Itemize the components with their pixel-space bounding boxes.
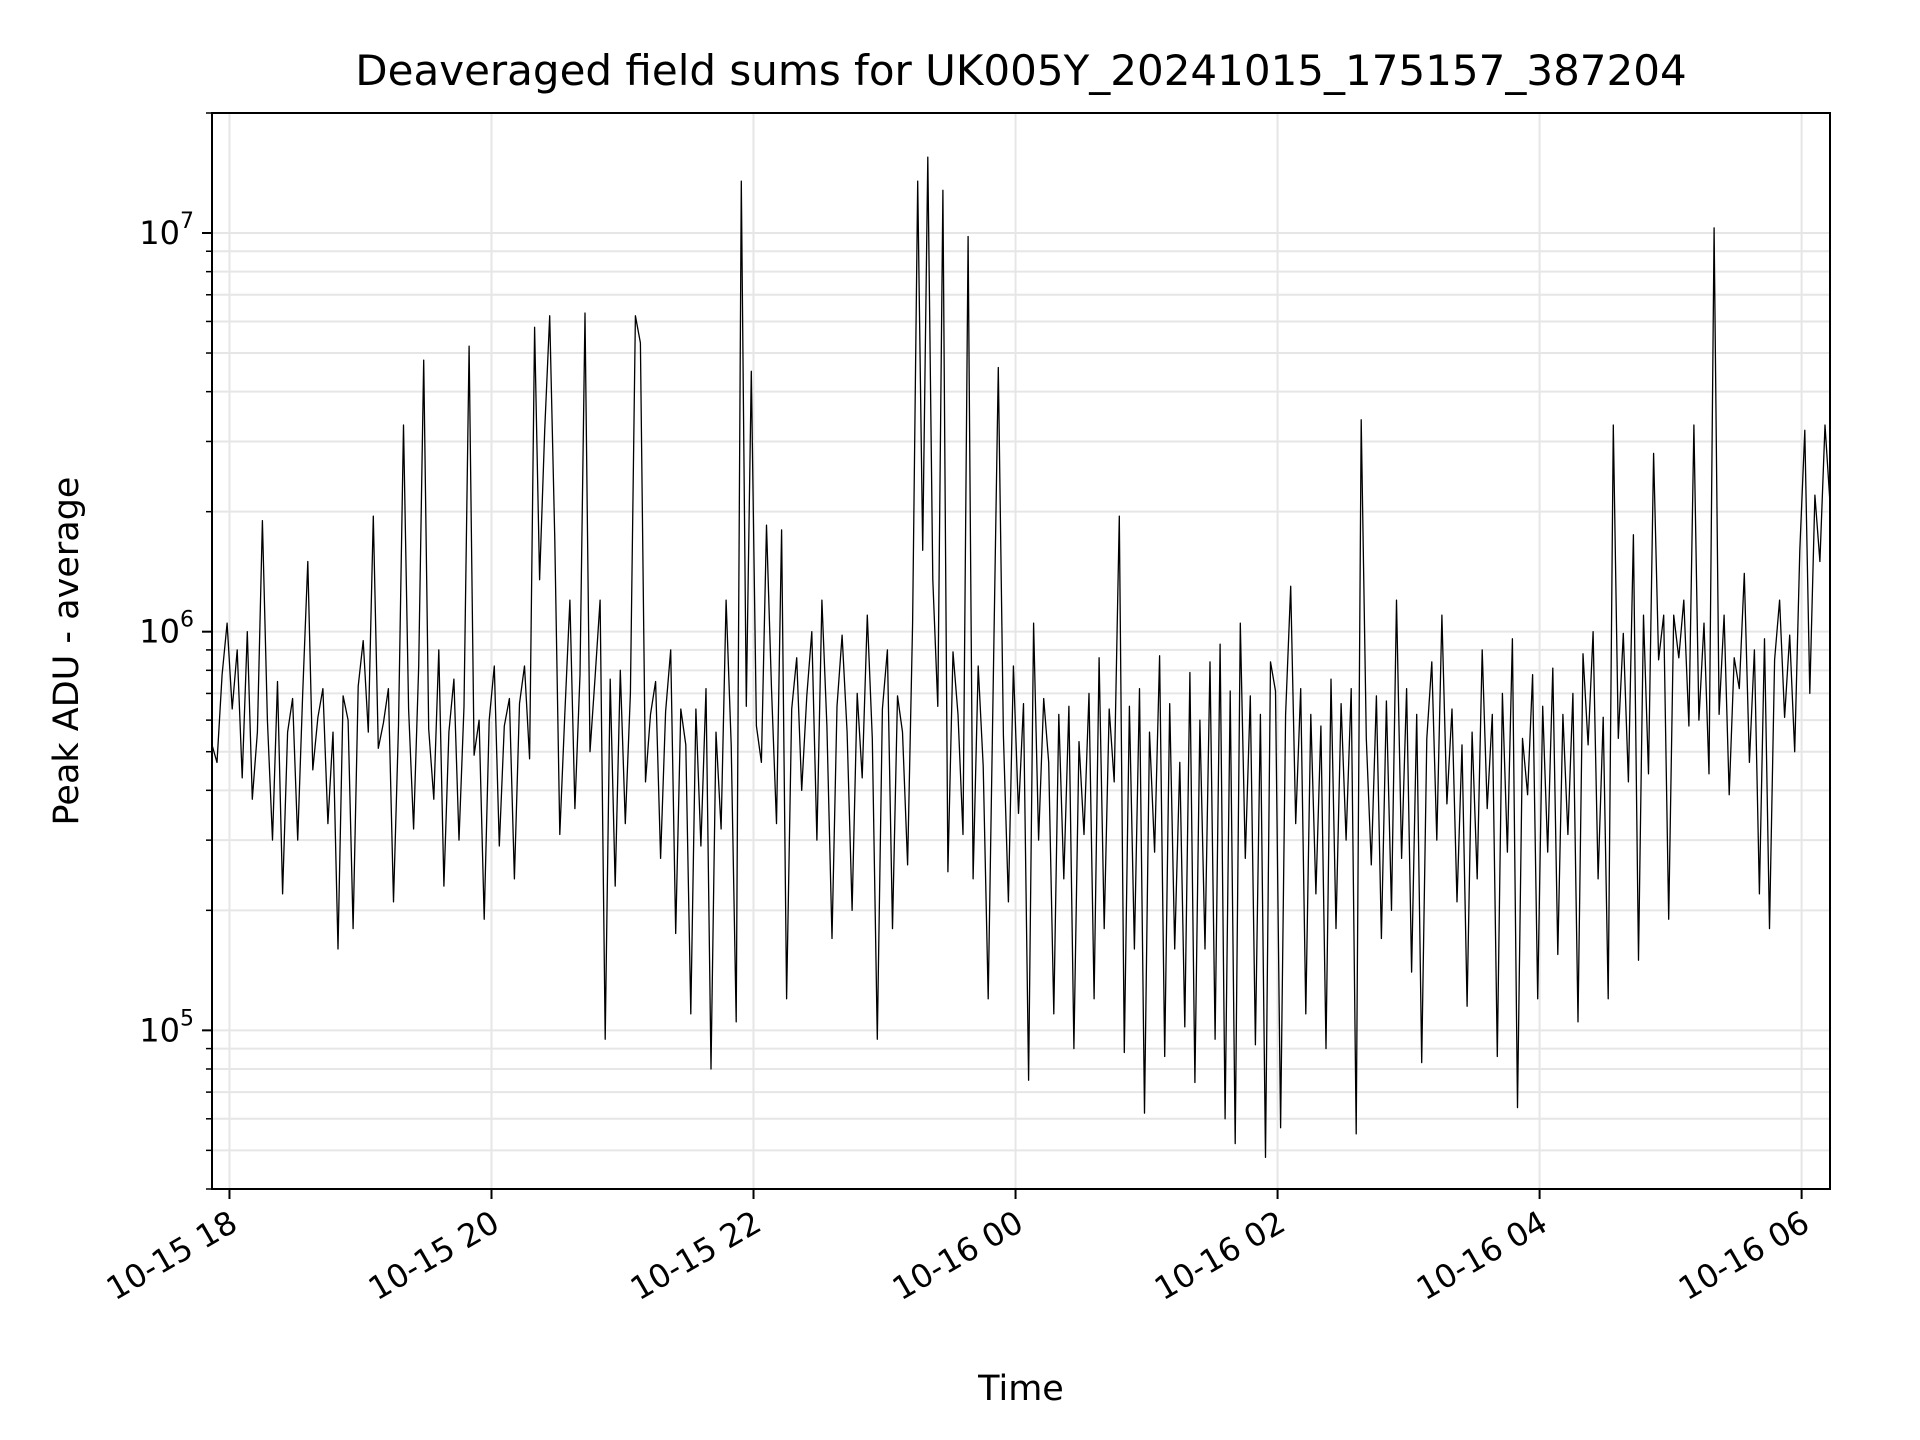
y-tick-label: 107 <box>139 209 194 252</box>
y-tick-label: 105 <box>139 1006 194 1049</box>
series-layer <box>211 156 1831 1159</box>
x-axis-title: Time <box>977 1369 1064 1409</box>
y-axis: 105 106 107 <box>139 112 212 1190</box>
y-tick-label: 106 <box>139 608 194 651</box>
plot-frame <box>211 112 1831 1190</box>
y-axis-title: Peak ADU - average <box>47 477 87 826</box>
chart-title: Deaveraged field sums for UK005Y_2024101… <box>355 46 1686 95</box>
series-line <box>211 156 1831 1159</box>
